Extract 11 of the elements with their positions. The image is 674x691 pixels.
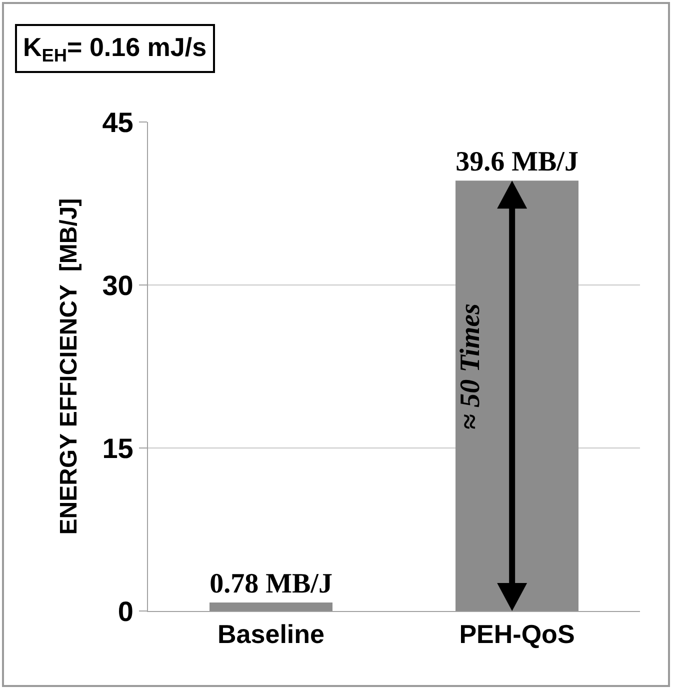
data-label: 39.6 MB/J	[456, 146, 578, 178]
x-tick-label: Baseline	[218, 619, 324, 650]
text: K$_{EH}$= 0.16 mJ/s	[23, 32, 207, 66]
y-tick-label: 30	[102, 270, 134, 301]
y-tick-label: 15	[102, 432, 134, 464]
x-tick-label: PEH-QoS	[459, 619, 575, 650]
data-label: 0.78 MB/J	[210, 568, 332, 600]
y-tick-label: 0	[118, 596, 134, 627]
y-tick-label: 45	[102, 106, 134, 138]
y-axis-title: ENERGY EFFICIENCY [MB/J]	[55, 198, 82, 535]
annotation: ≈ 50 Times	[454, 303, 486, 430]
